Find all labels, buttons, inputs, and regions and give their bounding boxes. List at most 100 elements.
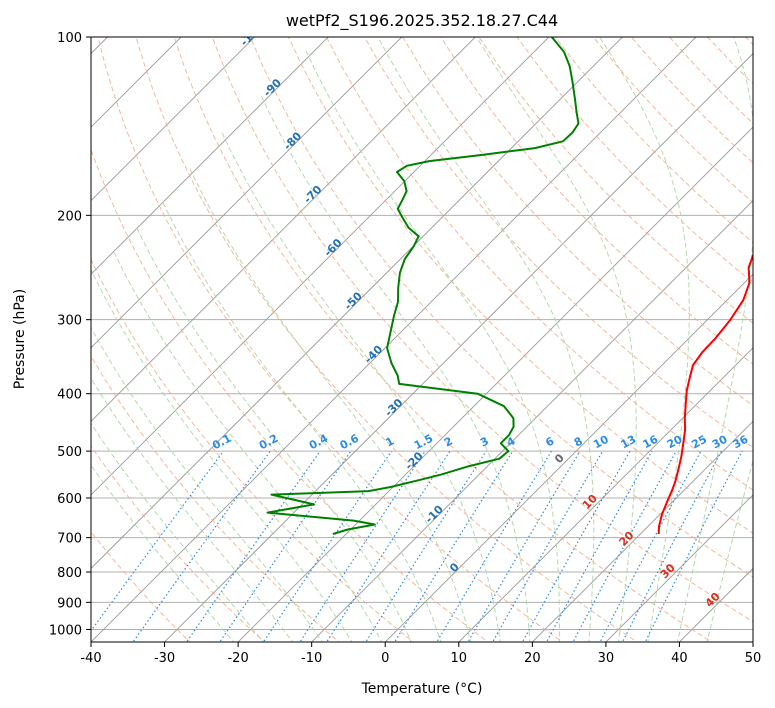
temperature-profile: [657, 252, 753, 535]
moist-adiabat-line: [91, 464, 235, 642]
isotherm-line: [605, 494, 753, 642]
dry-adiabat-line: [440, 37, 753, 365]
x-tick-label: -10: [301, 651, 322, 666]
moist-adiabat-line: [305, 49, 560, 642]
moist-adiabat-line: [91, 422, 264, 642]
mixing-ratio-label: 16: [641, 432, 661, 451]
mixing-ratio-line: [394, 450, 514, 642]
mixing-ratio-label: 36: [731, 433, 751, 452]
y-tick-label: 500: [57, 445, 82, 460]
mixing-ratio-label: 10: [591, 433, 611, 452]
mixing-ratio-line: [572, 450, 677, 642]
pressure-gridlines: [91, 37, 753, 630]
dry-adiabat-line: [135, 37, 639, 642]
isotherm-line: [458, 347, 753, 642]
isotherm-line: [91, 37, 256, 202]
dry-adiabat-line: [478, 37, 753, 324]
y-tick-label: 400: [57, 388, 82, 403]
moist-adiabat-line: [91, 326, 323, 642]
dry-adiabat-line: [91, 530, 191, 642]
skewed-isotherms: [91, 37, 753, 642]
isotherm-line: [91, 37, 697, 642]
isotherm-line: [163, 52, 753, 642]
moist-adiabats: [91, 37, 753, 642]
mixing-ratio-line: [262, 450, 392, 642]
dry-adiabat-line: [364, 37, 753, 449]
moist-adiabat-line: [599, 37, 690, 642]
isotherm-line: [91, 37, 624, 570]
mixing-ratio-line: [185, 450, 321, 642]
mixing-ratio-line: [299, 450, 426, 642]
moist-adiabat-line: [676, 37, 753, 642]
x-tick-label: 40: [671, 651, 688, 666]
mixing-ratio-line: [491, 450, 604, 642]
y-tick-label: 1000: [49, 623, 82, 638]
dry-adiabat-line: [91, 258, 415, 642]
dry-adiabat-line: [91, 148, 489, 642]
x-tick-label: -30: [154, 651, 175, 666]
y-tick-label: 800: [57, 566, 82, 581]
dry-adiabat-line: [91, 355, 340, 642]
mixing-ratio-label: 25: [689, 433, 709, 452]
dry-adiabat-line: [97, 37, 564, 642]
x-tick-label: 30: [598, 651, 615, 666]
mixing-ratio-lines: [91, 450, 743, 642]
y-axis-label: Pressure (hPa): [12, 289, 28, 389]
isotherm-line: [752, 641, 753, 642]
mixing-ratio-label: 30: [710, 433, 730, 452]
moist-adiabat-line: [188, 165, 472, 642]
dry-adiabat-line: [91, 445, 265, 642]
mixing-ratio-label: 13: [619, 433, 639, 452]
x-tick-label: -40: [80, 651, 101, 666]
mixing-ratio-line: [621, 450, 722, 642]
x-axis-label: Temperature (°C): [361, 681, 483, 697]
isotherm-line: [91, 37, 476, 422]
isotherm-line: [91, 37, 550, 496]
dewpoint-profile: [266, 37, 580, 535]
mixing-ratio-line: [467, 450, 581, 642]
mixing-ratio-line: [436, 450, 553, 642]
dry-adiabat-line: [211, 37, 753, 623]
mixing-ratio-line: [365, 450, 487, 642]
isotherm-label: -100: [238, 20, 267, 49]
y-tick-label: 300: [57, 314, 82, 329]
sounding-profiles: [266, 37, 753, 535]
x-tick-label: 0: [381, 651, 389, 666]
x-tick-label: 20: [524, 651, 541, 666]
isotherm-line: [91, 37, 403, 349]
moist-adiabat-line: [221, 132, 501, 642]
moist-adiabat-line: [476, 37, 637, 642]
plot-frame: [90, 36, 754, 643]
moist-adiabat-line: [706, 458, 753, 642]
dry-adiabat-line: [326, 37, 753, 491]
x-tick-label: 50: [745, 651, 762, 666]
moist-adiabat-line: [377, 37, 595, 642]
x-tick-label: 10: [451, 651, 468, 666]
chart-title: wetPf2_S196.2025.352.18.27.C44: [286, 11, 558, 31]
isotherm-line: [91, 37, 329, 275]
y-tick-label: 700: [57, 532, 82, 547]
mixing-ratio-line: [521, 450, 631, 642]
isotherm-line: [531, 420, 753, 642]
mixing-ratio-line: [644, 450, 743, 642]
moist-adiabat-line: [91, 268, 353, 642]
axis-ticks: -40 -30 -20 -10 0 10 20 30 40 50 100 200 300 400 500 60…: [49, 31, 761, 666]
moist-adiabat-line: [162, 201, 442, 642]
dry-adiabat-line: [173, 37, 713, 642]
y-tick-label: 100: [57, 31, 82, 46]
x-tick-label: -20: [227, 651, 248, 666]
moist-adiabat-line: [136, 227, 412, 642]
mixing-ratio-line: [219, 450, 352, 642]
mixing-ratio-label: 20: [665, 432, 685, 451]
y-tick-label: 600: [57, 492, 82, 507]
moist-adiabat-line: [91, 377, 294, 642]
moist-adiabat-line: [113, 251, 383, 642]
moist-adiabat-line: [260, 94, 531, 642]
y-tick-label: 200: [57, 209, 82, 224]
mixing-ratio-line: [599, 450, 702, 642]
plot-area-background: [91, 37, 753, 642]
isotherm-line: [384, 273, 753, 642]
y-tick-label: 900: [57, 596, 82, 611]
isotherm-line: [311, 200, 753, 642]
